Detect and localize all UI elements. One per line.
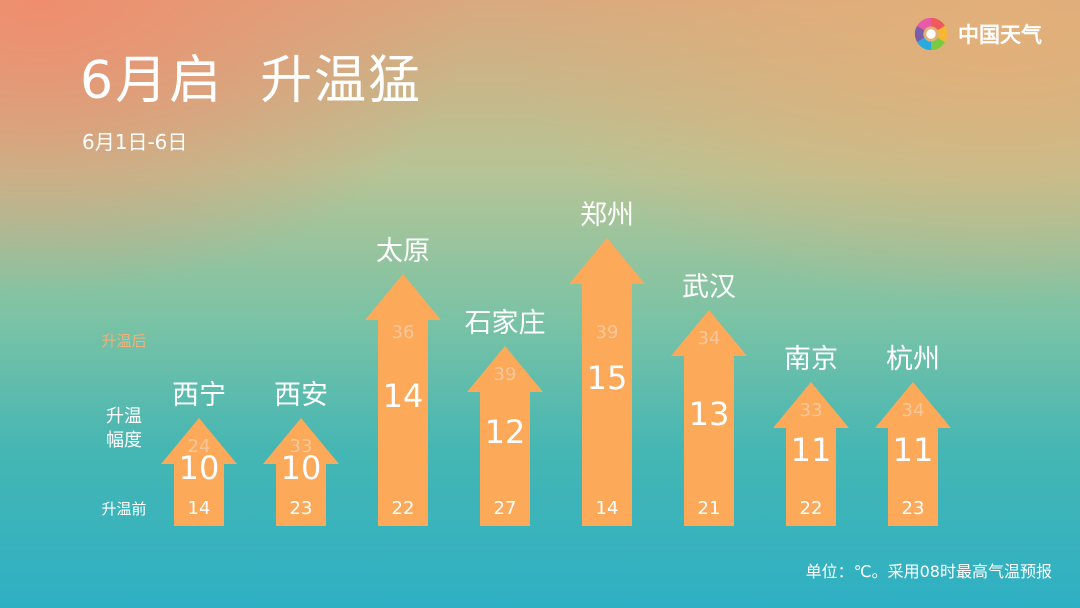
city-label: 西宁: [172, 380, 226, 411]
rise-arrow: [773, 382, 849, 526]
rise-value-label: 10: [281, 449, 322, 487]
row-label-before: 升温前: [101, 500, 147, 518]
city-label: 太原: [376, 236, 430, 267]
rise-value-label: 12: [485, 413, 526, 451]
after-temp-label: 24: [188, 436, 211, 457]
rise-arrow: [671, 310, 747, 526]
arrow-group-7: 杭州 34 11 23: [875, 344, 951, 526]
rise-arrow: [467, 346, 543, 526]
rise-arrow: [569, 238, 645, 526]
arrow-group-4: 郑州 39 15 14: [569, 200, 645, 526]
after-temp-label: 36: [392, 322, 415, 343]
rise-value-label: 13: [689, 395, 730, 433]
city-label: 西安: [274, 380, 328, 411]
arrow-group-2: 太原 36 14 22: [365, 236, 441, 526]
rise-arrow: [161, 418, 237, 526]
before-temp-label: 27: [494, 498, 517, 519]
city-label: 石家庄: [465, 308, 546, 339]
city-label: 杭州: [886, 344, 940, 375]
brand-logo: 中国天气: [912, 14, 1042, 54]
page-title: 6月启 升温猛: [80, 51, 423, 111]
rise-value-label: 11: [893, 431, 934, 469]
date-range-subtitle: 6月1日-6日: [82, 130, 188, 154]
arrow-group-3: 石家庄 39 12 27: [465, 308, 546, 526]
rise-value-label: 15: [587, 359, 628, 397]
rise-value-label: 14: [383, 377, 424, 415]
china-weather-logo-icon: [914, 17, 948, 51]
city-label: 郑州: [580, 200, 634, 231]
after-temp-label: 34: [902, 400, 925, 421]
before-temp-label: 21: [698, 498, 721, 519]
after-temp-label: 34: [698, 328, 721, 349]
before-temp-label: 22: [800, 498, 823, 519]
city-label: 南京: [784, 344, 838, 375]
brand-name: 中国天气: [958, 23, 1042, 47]
city-label: 武汉: [682, 272, 736, 303]
row-label-rise-line1: 升温: [106, 406, 142, 427]
unit-footnote: 单位：℃。采用08时最高气温预报: [805, 562, 1052, 581]
rise-arrow: [875, 382, 951, 526]
before-temp-label: 14: [188, 498, 211, 519]
before-temp-label: 22: [392, 498, 415, 519]
after-temp-label: 33: [290, 436, 313, 457]
before-temp-label: 23: [902, 498, 925, 519]
after-temp-label: 33: [800, 400, 823, 421]
rise-arrow: [263, 418, 339, 526]
before-temp-label: 14: [596, 498, 619, 519]
rise-value-label: 11: [791, 431, 832, 469]
before-temp-label: 23: [290, 498, 313, 519]
after-temp-label: 39: [596, 322, 619, 343]
row-label-after: 升温后: [101, 332, 147, 350]
rise-arrow: [365, 274, 441, 526]
rise-value-label: 10: [179, 449, 220, 487]
row-label-rise-line2: 幅度: [106, 430, 142, 451]
arrow-group-6: 南京 33 11 22: [773, 344, 849, 526]
after-temp-label: 39: [494, 364, 517, 385]
row-label-rise: 升温 幅度: [86, 405, 162, 453]
arrow-group-5: 武汉 34 13 21: [671, 272, 747, 526]
